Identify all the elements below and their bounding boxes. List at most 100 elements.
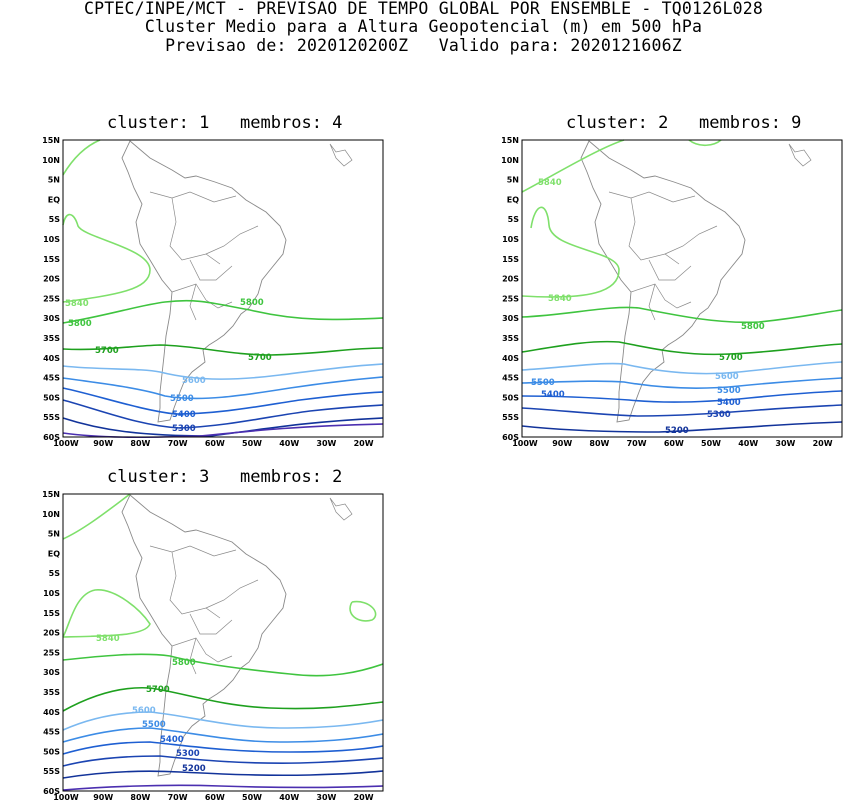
panel-2-title: cluster: 2 membros: 9 [566, 113, 802, 133]
country-border [664, 225, 718, 255]
map-frame [62, 139, 384, 438]
lon-tick-label: 60W [664, 439, 684, 448]
lat-tick-label: 5N [507, 176, 519, 185]
contour-5840 [62, 589, 151, 638]
lat-tick-label: 45S [502, 374, 519, 383]
country-border [149, 191, 237, 203]
contour-5200 [521, 421, 843, 433]
contour-label: 5300 [707, 410, 731, 420]
lon-tick-label: 80W [589, 439, 609, 448]
lat-tick-label: 20S [502, 275, 519, 284]
contour-5840 [62, 139, 101, 176]
lon-tick-label: 50W [242, 439, 262, 448]
map-frame [62, 493, 384, 792]
contour-label: 5700 [719, 353, 743, 363]
figure-subtitle: Cluster Medio para a Altura Geopotencial… [144, 17, 703, 36]
coastline [121, 494, 287, 777]
contour-label: 5400 [172, 410, 196, 420]
lat-tick-label: EQ [48, 195, 60, 204]
lat-tick-label: 60S [43, 787, 60, 796]
contour-label: 5800 [240, 298, 264, 308]
lon-tick-label: 30W [775, 439, 795, 448]
contour-5840 [62, 213, 151, 303]
lat-tick-label: 60S [43, 433, 60, 442]
lon-tick-label: 90W [552, 439, 572, 448]
contour-label: 5500 [717, 386, 741, 396]
lon-tick-label: 30W [316, 793, 336, 802]
map-panel-2: 15N 10N 5N EQ 5S 10S 15S 20S 25S 30S 35S 40S 45S 50S 5… [501, 136, 843, 448]
contour-label: 5700 [248, 353, 272, 363]
country-border [171, 637, 233, 663]
lat-tick-label: EQ [48, 549, 60, 558]
lat-tick-label: 30S [43, 314, 60, 323]
coastline [121, 140, 287, 423]
lat-tick-label: 15S [43, 609, 60, 618]
country-border [648, 283, 656, 321]
contour-label: 5400 [160, 735, 184, 745]
lat-tick-label: 15N [42, 136, 60, 145]
lat-tick-label: 30S [502, 314, 519, 323]
contour-label: 5600 [132, 706, 156, 716]
contour-label: 5500 [531, 378, 555, 388]
lat-tick-label: 10S [43, 235, 60, 244]
lon-tick-label: 80W [130, 793, 150, 802]
lat-tick-label: 50S [43, 747, 60, 756]
contour-5840 [521, 206, 620, 298]
lon-tick-label: 20W [354, 793, 374, 802]
lon-tick-label: 50W [242, 793, 262, 802]
lat-tick-label: 40S [502, 354, 519, 363]
lon-tick-label: 20W [354, 439, 374, 448]
map-panel-1: 15N 10N 5N EQ 5S 10S 15S 20S 25S 30S 35S 40S 45S 50S 5… [42, 136, 384, 448]
contour-label: 5800 [68, 319, 92, 329]
lon-tick-label: 40W [279, 439, 299, 448]
country-border [648, 259, 692, 281]
contour-5300 [62, 755, 384, 767]
contour-5840 [349, 600, 377, 622]
lon-tick-label: 80W [130, 439, 150, 448]
lat-tick-label: 35S [43, 334, 60, 343]
contour-label: 5700 [146, 685, 170, 695]
contour-label: 5400 [541, 390, 565, 400]
contour-5600 [521, 361, 843, 375]
coastline-map [121, 140, 353, 423]
contour-5800 [521, 306, 843, 324]
contour-label: 5840 [65, 299, 89, 309]
country-border [205, 579, 259, 609]
lon-tick-label: 70W [627, 439, 647, 448]
lat-tick-label: 45S [43, 374, 60, 383]
lat-tick-label: EQ [507, 195, 519, 204]
lat-tick-label: 50S [43, 393, 60, 402]
country-border [628, 197, 680, 265]
contour-label: 5800 [172, 658, 196, 668]
lon-tick-label: 70W [168, 439, 188, 448]
lon-tick-label: 90W [93, 793, 113, 802]
island-outline [329, 497, 353, 521]
contour-5840 [62, 493, 131, 540]
contour-label: 5840 [538, 178, 562, 188]
lat-tick-label: 10N [42, 156, 60, 165]
map-frame [521, 139, 843, 438]
lat-tick-label: 25S [43, 294, 60, 303]
contour-5400 [521, 390, 843, 403]
lat-tick-label: 35S [502, 334, 519, 343]
panel-3-title: cluster: 3 membros: 2 [107, 467, 343, 487]
lat-tick-label: 40S [43, 708, 60, 717]
country-border [189, 283, 197, 321]
figure-title: CPTEC/INPE/MCT - PREVISAO DE TEMPO GLOBA… [84, 0, 763, 18]
lat-tick-label: 55S [43, 767, 60, 776]
lon-tick-label: 100W [53, 439, 79, 448]
country-border [189, 613, 233, 635]
lat-tick-label: 25S [43, 648, 60, 657]
forecast-dates: Previsao de: 2020120200Z Valido para: 20… [165, 36, 682, 55]
lon-tick-label: 90W [93, 439, 113, 448]
lat-tick-label: 30S [43, 668, 60, 677]
contour-5700 [62, 686, 384, 712]
lat-tick-label: 15S [502, 255, 519, 264]
coastline-map [121, 494, 353, 777]
lat-tick-label: 10S [43, 589, 60, 598]
lat-tick-label: 60S [502, 433, 519, 442]
lon-tick-label: 60W [205, 793, 225, 802]
contour-label: 5300 [172, 424, 196, 434]
country-border [608, 191, 696, 203]
contour-5200 [62, 417, 384, 437]
